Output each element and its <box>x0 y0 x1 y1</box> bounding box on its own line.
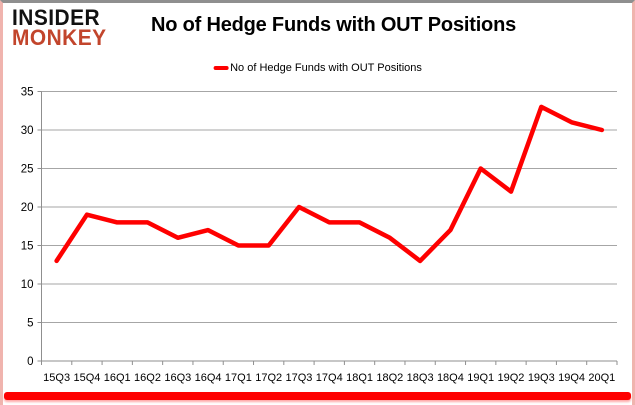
y-axis-tick-label: 20 <box>21 202 34 214</box>
x-axis-tick-label: 16Q4 <box>195 372 222 384</box>
x-axis-tick-label: 18Q3 <box>407 372 434 384</box>
x-axis-tick-label: 17Q3 <box>285 372 312 384</box>
logo-line-monkey: MONKEY <box>12 25 107 50</box>
legend-label: No of Hedge Funds with OUT Positions <box>230 62 422 74</box>
x-axis-tick-label: 16Q3 <box>164 372 191 384</box>
y-axis-tick-label: 10 <box>21 279 34 291</box>
insider-monkey-logo: INSIDER MONKEY <box>12 5 107 50</box>
y-axis-tick-label: 35 <box>21 87 34 99</box>
x-axis-tick-label: 20Q1 <box>588 372 615 384</box>
x-axis-tick-label: 16Q2 <box>134 372 161 384</box>
x-axis-tick-label: 19Q2 <box>498 372 525 384</box>
x-axis-tick-label: 19Q4 <box>558 372 585 384</box>
chart-legend: No of Hedge Funds with OUT Positions <box>213 62 422 74</box>
logo-line-insider: INSIDER <box>12 5 101 30</box>
x-axis-tick-label: 18Q4 <box>437 372 464 384</box>
x-axis-tick-label: 18Q2 <box>376 372 403 384</box>
series-line <box>54 104 605 264</box>
x-axis-tick-label: 18Q1 <box>346 372 373 384</box>
legend-line-swatch-icon <box>213 66 229 70</box>
y-axis-tick-label: 0 <box>27 356 33 368</box>
y-axis-tick-label: 25 <box>21 164 34 176</box>
x-axis-tick-label: 17Q1 <box>225 372 252 384</box>
x-axis-tick-label: 19Q3 <box>528 372 555 384</box>
y-axis-tick-label: 30 <box>21 125 34 137</box>
x-axis-tick-label: 15Q3 <box>43 372 70 384</box>
bottom-red-bar <box>4 392 631 400</box>
y-axis-tick-label: 5 <box>27 318 33 330</box>
x-axis-tick-label: 19Q1 <box>467 372 494 384</box>
y-axis-tick-label: 15 <box>21 241 34 253</box>
chart-title: No of Hedge Funds with OUT Positions <box>151 14 517 36</box>
x-axis-tick-label: 17Q4 <box>316 372 343 384</box>
x-axis-tick-label: 16Q1 <box>104 372 131 384</box>
x-axis-tick-label: 15Q4 <box>73 372 100 384</box>
x-axis-tick-label: 17Q2 <box>255 372 282 384</box>
